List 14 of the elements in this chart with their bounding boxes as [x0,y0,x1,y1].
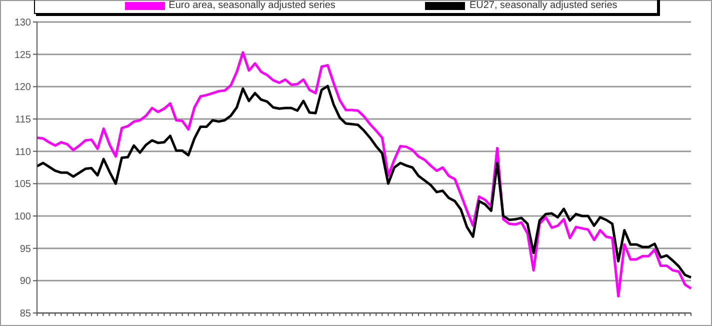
line-series [36,51,692,298]
y-tick-label: 105 [14,179,32,190]
y-tick-label: 85 [20,308,32,320]
y-tick-label: 100 [14,212,32,223]
y-tick-label: 120 [14,82,32,94]
y-tick-label: 110 [15,146,32,158]
y-tick-label: 90 [20,276,32,288]
legend-label: EU27, seasonally adjusted series [469,0,618,11]
legend-label: Euro area, seasonally adjusted series [168,0,336,11]
y-tick-label: 130 [14,18,32,29]
y-tick-label: 115 [15,114,32,126]
y-tick-label: 125 [14,50,32,61]
line-series [36,84,692,279]
y-tick-label: 95 [20,244,32,255]
